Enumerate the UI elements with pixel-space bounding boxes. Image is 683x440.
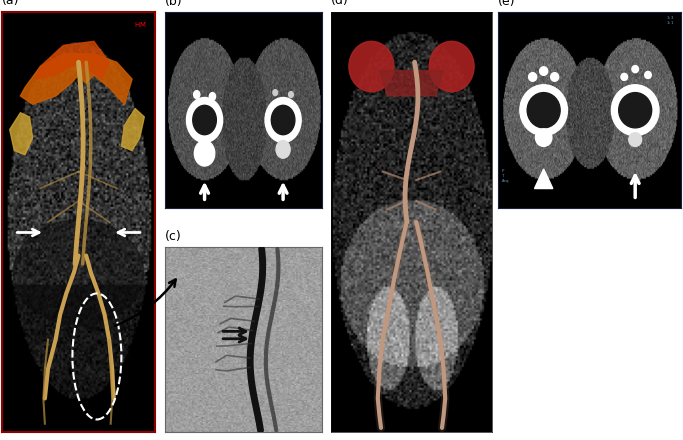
Text: 1:3
1:1: 1:3 1:1 [666, 16, 673, 25]
Circle shape [527, 92, 560, 128]
Text: (b): (b) [165, 0, 183, 8]
Circle shape [273, 90, 277, 95]
Circle shape [632, 66, 639, 73]
Circle shape [645, 71, 652, 78]
Circle shape [540, 67, 548, 75]
Circle shape [193, 105, 217, 135]
Text: M: M [140, 22, 145, 29]
Circle shape [619, 92, 652, 128]
Text: (a): (a) [2, 0, 20, 7]
Text: (e): (e) [498, 0, 516, 8]
Circle shape [289, 92, 293, 98]
Ellipse shape [429, 41, 474, 92]
Polygon shape [20, 54, 132, 104]
Circle shape [209, 92, 216, 100]
Circle shape [520, 85, 568, 136]
Circle shape [529, 73, 537, 81]
Ellipse shape [14, 220, 143, 325]
Circle shape [276, 140, 290, 158]
Circle shape [629, 133, 641, 147]
Text: (d): (d) [331, 0, 349, 7]
Polygon shape [10, 113, 33, 155]
Text: P
T
Acq: P T Acq [501, 169, 509, 183]
Circle shape [186, 98, 223, 143]
Circle shape [265, 98, 301, 143]
Text: H: H [134, 22, 139, 29]
Polygon shape [36, 41, 109, 79]
Polygon shape [535, 169, 553, 188]
Polygon shape [380, 71, 444, 96]
Circle shape [271, 105, 295, 135]
Circle shape [535, 129, 552, 147]
Circle shape [193, 91, 200, 99]
Ellipse shape [349, 41, 394, 92]
Circle shape [550, 73, 559, 81]
Circle shape [611, 85, 659, 136]
Circle shape [621, 73, 628, 81]
Text: (c): (c) [165, 230, 182, 243]
Circle shape [195, 140, 214, 166]
Polygon shape [122, 109, 144, 150]
